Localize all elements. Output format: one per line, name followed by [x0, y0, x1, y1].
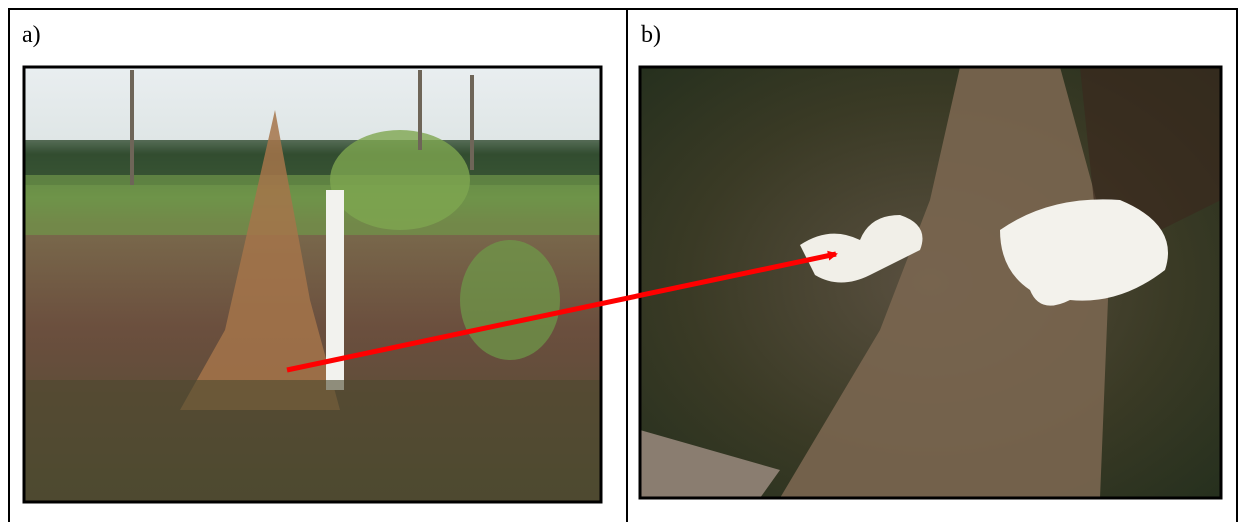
panel-label: a)	[22, 22, 41, 48]
figure: a) b)	[0, 0, 1245, 522]
photo-a	[24, 67, 601, 502]
panel-label: b)	[641, 22, 661, 48]
photo-b	[640, 67, 1221, 498]
